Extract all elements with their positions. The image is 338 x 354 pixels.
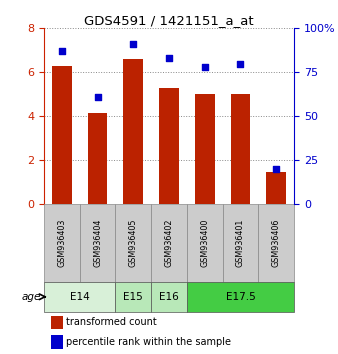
Text: transformed count: transformed count xyxy=(67,317,157,327)
Text: GSM936404: GSM936404 xyxy=(93,219,102,267)
Point xyxy=(95,94,100,100)
Point xyxy=(202,64,208,70)
Text: GSM936400: GSM936400 xyxy=(200,219,209,267)
Point xyxy=(59,48,65,54)
Bar xyxy=(52,66,72,204)
Bar xyxy=(44,282,115,312)
Point xyxy=(166,56,172,61)
Bar xyxy=(223,204,258,282)
Bar xyxy=(258,204,294,282)
Text: GSM936406: GSM936406 xyxy=(272,219,281,267)
Text: E15: E15 xyxy=(123,292,143,302)
Text: percentile rank within the sample: percentile rank within the sample xyxy=(67,337,232,347)
Point xyxy=(273,166,279,172)
Bar xyxy=(44,204,80,282)
Bar xyxy=(80,204,115,282)
Point xyxy=(238,61,243,66)
Text: age: age xyxy=(22,292,42,302)
Bar xyxy=(195,94,215,204)
Bar xyxy=(123,59,143,204)
Text: E17.5: E17.5 xyxy=(225,292,255,302)
Bar xyxy=(115,282,151,312)
Text: GSM936402: GSM936402 xyxy=(165,219,173,267)
Bar xyxy=(151,282,187,312)
Text: GSM936403: GSM936403 xyxy=(57,219,66,267)
Bar xyxy=(266,172,286,204)
Bar xyxy=(159,88,179,204)
Bar xyxy=(115,204,151,282)
Text: E14: E14 xyxy=(70,292,90,302)
Text: GSM936405: GSM936405 xyxy=(129,219,138,267)
Bar xyxy=(151,204,187,282)
Text: GSM936401: GSM936401 xyxy=(236,219,245,267)
Bar xyxy=(88,113,107,204)
Point xyxy=(130,41,136,47)
Bar xyxy=(231,94,250,204)
Bar xyxy=(51,335,63,349)
Bar xyxy=(187,204,223,282)
Text: E16: E16 xyxy=(159,292,179,302)
Title: GDS4591 / 1421151_a_at: GDS4591 / 1421151_a_at xyxy=(84,14,254,27)
Bar xyxy=(51,316,63,329)
Bar xyxy=(187,282,294,312)
